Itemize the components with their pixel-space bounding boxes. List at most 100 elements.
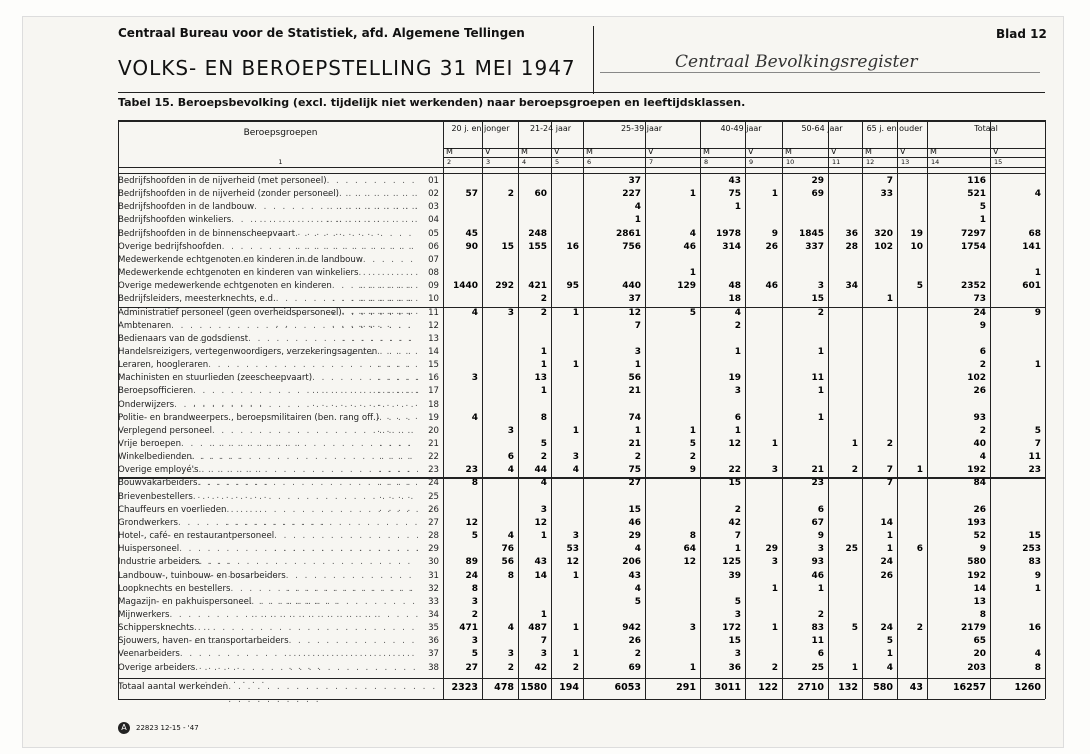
row-code: 03	[428, 202, 439, 213]
value: 2	[634, 649, 641, 660]
value: 1	[689, 189, 696, 200]
value: 1	[734, 202, 741, 213]
value: 39	[728, 570, 741, 581]
row-label: Brievenbestellers . . . . . . . . . . . …	[118, 491, 439, 517]
column-number: 10	[786, 158, 795, 166]
leader: . . . . . . . . . . . . . . . . . . . . …	[228, 681, 438, 705]
value: 2	[507, 662, 514, 673]
group-header: 20 j. en jonger	[451, 124, 510, 133]
value: 7	[886, 176, 893, 186]
value: 14	[534, 570, 547, 581]
sex-header: M	[446, 147, 453, 156]
value: 4	[572, 465, 579, 476]
value: 29	[628, 531, 641, 542]
value: 1	[771, 623, 778, 634]
value: 291	[676, 681, 696, 693]
sex-header: V	[748, 147, 754, 156]
leader: . . . . . . . . . . . . . . . . . . . . …	[288, 636, 417, 673]
row-code: 15	[428, 360, 439, 371]
value: 122	[758, 681, 778, 693]
label-text: Bedrijfsleiders, meesterknechts, e.d.	[118, 294, 276, 305]
value: 36	[845, 228, 858, 239]
institute: Centraal Bureau voor de Statistiek, afd.…	[118, 26, 525, 40]
value: 14	[973, 583, 986, 594]
value: 29	[765, 544, 778, 555]
label-text: Loopknechts en bestellers	[118, 583, 231, 594]
sex-header: V	[554, 147, 560, 156]
value: 5	[916, 281, 923, 292]
rule	[551, 120, 552, 699]
value: 1	[771, 583, 778, 594]
row-label: Overige bedrijfshoofden . . . . . . . . …	[118, 241, 439, 267]
row-label: Veenarbeiders . . . . . . . . . . . . . …	[118, 648, 439, 674]
value: 7	[1034, 439, 1041, 449]
value: 4	[734, 307, 741, 318]
row-label: Sjouwers, haven- en transportarbeiders .…	[118, 635, 439, 674]
sex-header: V	[831, 147, 837, 156]
column-number: 8	[704, 158, 709, 166]
leader: . . . . . . . . . . . . . . . . . . . . …	[362, 254, 415, 330]
value: 12	[566, 557, 579, 568]
value: 95	[566, 281, 579, 292]
value: 43	[628, 570, 641, 581]
value: 2	[886, 439, 893, 449]
value: 3	[734, 649, 741, 660]
rule	[118, 92, 1045, 93]
value: 93	[973, 412, 986, 423]
leader: . . . . . . . . . . . . . . . . . . . . …	[226, 504, 421, 528]
value: 9	[817, 531, 824, 542]
value: 487	[528, 623, 547, 634]
value: 8	[1034, 662, 1041, 673]
rule	[600, 72, 1040, 73]
label-text: Handelsreizigers, vertegenwoordigers, ve…	[118, 346, 378, 357]
value: 580	[873, 681, 893, 693]
leader: . . . . . . . . . . . . . . . . . . . . …	[195, 662, 418, 686]
column-number: 1	[278, 158, 283, 166]
value: 15	[628, 504, 641, 515]
rule	[118, 477, 1045, 479]
value: 129	[677, 281, 696, 292]
row-label: Bedrijfshoofden in de landbouw . . . . .…	[118, 201, 439, 227]
value: 12	[534, 517, 547, 528]
value: 75	[728, 189, 741, 200]
row-label: Magazijn- en pakhuispersoneel . . . . . …	[118, 596, 439, 622]
value: 5	[734, 596, 741, 607]
row-code: 22	[428, 452, 439, 463]
column-number: 9	[749, 158, 754, 166]
value: 3	[471, 636, 478, 647]
leader: . . . . . . . . . . . . . . . . . . . . …	[339, 189, 420, 239]
value: 5	[851, 623, 858, 634]
value: 9	[1034, 570, 1041, 581]
value: 12	[465, 517, 478, 528]
value: 73	[973, 294, 986, 305]
value: 21	[628, 439, 641, 449]
row-label: Huispersoneel . . . . . . . . . . . . . …	[118, 543, 439, 569]
column-number: 6	[587, 158, 592, 166]
value: 8	[689, 531, 696, 542]
value: 471	[459, 623, 478, 634]
value: 3	[471, 373, 478, 384]
value: 5	[471, 531, 478, 542]
value: 601	[1022, 281, 1041, 292]
row-label: Onderwijzers . . . . . . . . . . . . . .…	[118, 399, 439, 425]
rule	[118, 698, 1045, 701]
leader: . . . . . . . . . . . . . . . . . . . . …	[181, 439, 413, 462]
row-code: 38	[428, 662, 439, 673]
value: 4	[689, 228, 696, 239]
value: 7	[886, 465, 893, 476]
value: 26	[628, 636, 641, 647]
label-text: Schippersknechts	[118, 623, 194, 634]
rule	[862, 120, 864, 699]
rule	[443, 120, 445, 699]
value: 2	[771, 662, 778, 673]
value: 2	[634, 452, 641, 463]
rule	[118, 677, 1045, 679]
value: 21	[628, 386, 641, 397]
value: 3	[817, 544, 824, 555]
label-text: Vrije beroepen	[118, 439, 182, 449]
total-label: Totaal aantal werkenden . . . . . . . . …	[118, 681, 439, 707]
value: 19	[728, 373, 741, 384]
label-text: Bedrijfshoofden in de binnenscheepvaart	[118, 228, 296, 239]
value: 25	[845, 544, 858, 555]
value: 6	[734, 412, 741, 423]
